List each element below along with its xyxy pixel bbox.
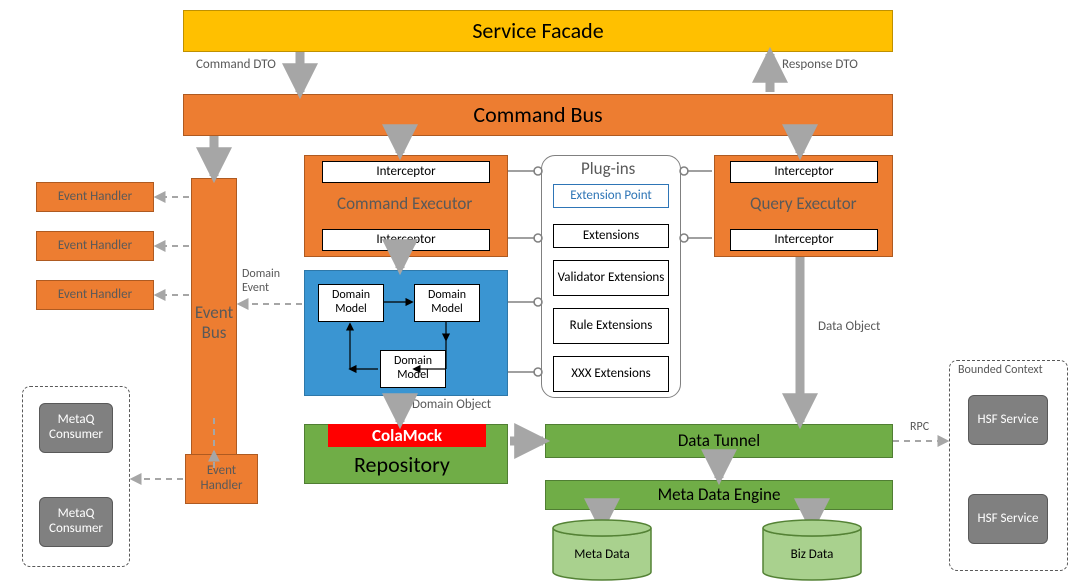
meta_data-label: Meta Data — [574, 547, 629, 562]
data_tunnel-label: Data Tunnel — [678, 431, 760, 451]
extensions: Extensions — [553, 224, 669, 248]
event_bus-label: Event Bus — [192, 303, 236, 342]
dm2: Domain Model — [414, 284, 480, 322]
qry_int_top-label: Interceptor — [774, 165, 833, 180]
biz_data-label: Biz Data — [791, 547, 834, 562]
dm2-label: Domain Model — [415, 289, 479, 317]
cmd_int_bot: Interceptor — [322, 229, 490, 251]
service_facade: Service Facade — [183, 10, 893, 52]
extensions-label: Extensions — [583, 229, 639, 244]
event_handler_3: Event Handler — [36, 280, 154, 310]
response_dto: Response DTO — [782, 58, 858, 73]
data_object: Data Object — [818, 320, 880, 335]
xxx_ext-label: XXX Extensions — [571, 367, 651, 382]
command_bus-label: Command Bus — [473, 102, 602, 127]
dm1-label: Domain Model — [319, 289, 383, 317]
hsf1-label: HSF Service — [978, 413, 1039, 428]
event_handler_4-label: Event Handler — [186, 464, 257, 494]
command_dto: Command DTO — [196, 58, 276, 73]
cmd_int_bot-label: Interceptor — [376, 233, 435, 248]
event_handler_1: Event Handler — [36, 182, 154, 212]
domain_event: Domain Event — [242, 268, 280, 296]
data_tunnel: Data Tunnel — [545, 424, 893, 458]
validator_ext: Validator Extensions — [553, 260, 669, 296]
cmd_int_top: Interceptor — [322, 161, 490, 183]
service_facade-label: Service Facade — [472, 18, 603, 43]
event_handler_4: Event Handler — [185, 454, 258, 504]
plugins_lbl: Plug-ins — [581, 159, 635, 179]
dm3-label: Domain Model — [381, 355, 445, 383]
rule_ext: Rule Extensions — [553, 308, 669, 344]
rpc_lbl: RPC — [910, 421, 929, 435]
event_bus: Event Bus — [191, 178, 237, 468]
colamock: ColaMock — [328, 424, 486, 447]
domain_object: Domain Object — [412, 398, 491, 413]
hsf2-label: HSF Service — [978, 512, 1039, 527]
hsf2: HSF Service — [968, 494, 1048, 544]
bc_lbl: Bounded Context — [958, 364, 1043, 378]
meta_engine: Meta Data Engine — [545, 480, 893, 510]
hsf1: HSF Service — [968, 395, 1048, 445]
cmd_int_top-label: Interceptor — [376, 165, 435, 180]
command_bus: Command Bus — [183, 94, 893, 136]
qry_int_bot-label: Interceptor — [774, 233, 833, 248]
mq1-label: MetaQ Consumer — [40, 413, 112, 443]
event_handler_2-label: Event Handler — [58, 239, 132, 254]
qry_exec_lbl: Query Executor — [750, 194, 857, 214]
ext_point-label: Extension Point — [570, 189, 652, 204]
qry_int_bot: Interceptor — [730, 229, 878, 251]
ext_point: Extension Point — [553, 184, 669, 208]
validator_ext-label: Validator Extensions — [558, 271, 665, 286]
event_handler_3-label: Event Handler — [58, 288, 132, 303]
event_handler_2: Event Handler — [36, 231, 154, 261]
event_handler_1-label: Event Handler — [58, 190, 132, 205]
colamock-label: ColaMock — [372, 426, 442, 446]
cmd_exec_lbl: Command Executor — [337, 194, 472, 214]
mq2-label: MetaQ Consumer — [40, 507, 112, 537]
rule_ext-label: Rule Extensions — [570, 319, 653, 334]
dm1: Domain Model — [318, 284, 384, 322]
mq2: MetaQ Consumer — [39, 497, 113, 547]
connectors: Meta Data Biz Data — [0, 0, 1080, 581]
dm3: Domain Model — [380, 350, 446, 388]
qry_int_top: Interceptor — [730, 161, 878, 183]
xxx_ext: XXX Extensions — [553, 356, 669, 392]
repo_lbl: Repository — [354, 452, 450, 477]
mq1: MetaQ Consumer — [39, 403, 113, 453]
meta_engine-label: Meta Data Engine — [658, 485, 781, 505]
